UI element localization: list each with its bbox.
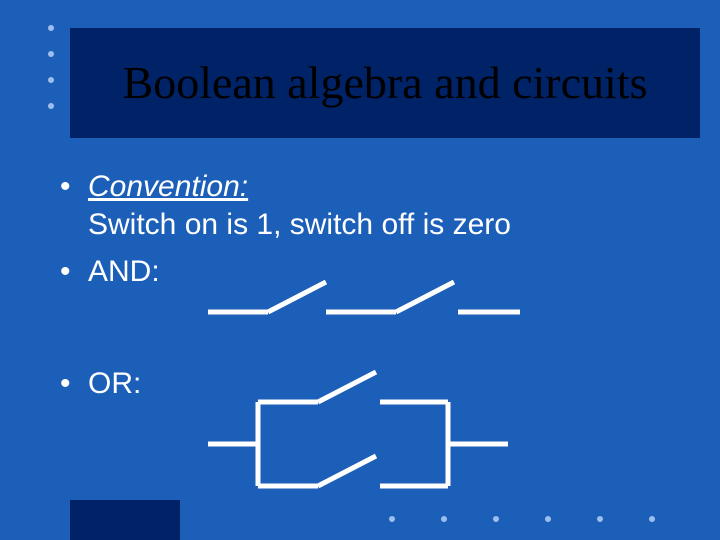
or-circuit-diagram [208, 370, 528, 500]
title-band: Boolean algebra and circuits [70, 28, 700, 138]
accent-block [70, 500, 180, 540]
decor-dots-top-left [46, 22, 60, 132]
or-label: OR: [88, 367, 141, 400]
convention-text: Switch on is 1, switch off is zero [88, 206, 511, 244]
bullet-convention: Convention: Switch on is 1, switch off i… [54, 168, 511, 243]
convention-label: Convention: [88, 170, 248, 203]
slide-title: Boolean algebra and circuits [123, 58, 648, 108]
decor-dots-bottom-right [382, 512, 702, 526]
and-circuit-diagram [208, 272, 528, 332]
and-label: AND: [88, 255, 160, 288]
